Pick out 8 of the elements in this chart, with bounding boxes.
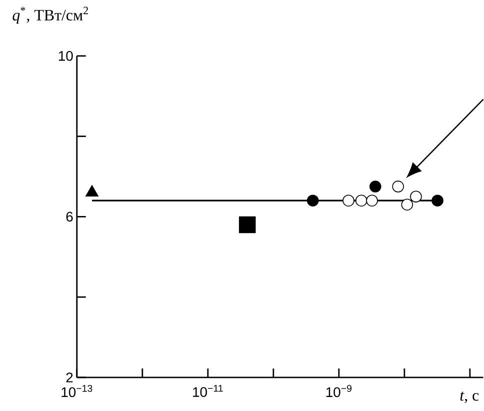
y-tick-label: 2 xyxy=(66,372,73,382)
y-tick-label: 6 xyxy=(66,212,73,222)
x-tick-label: 10$^{−13}$ xyxy=(62,384,92,397)
y-tick-label: 10 xyxy=(58,50,73,61)
x-axis-title: t, с xyxy=(460,391,479,403)
x-tick-label: 10$^{−9}$ xyxy=(326,384,352,397)
x-tick-label: 10$^{−11}$ xyxy=(193,384,223,397)
y-axis-title: q$^{*}$, ТВт/см$^{2}$ xyxy=(12,6,88,24)
